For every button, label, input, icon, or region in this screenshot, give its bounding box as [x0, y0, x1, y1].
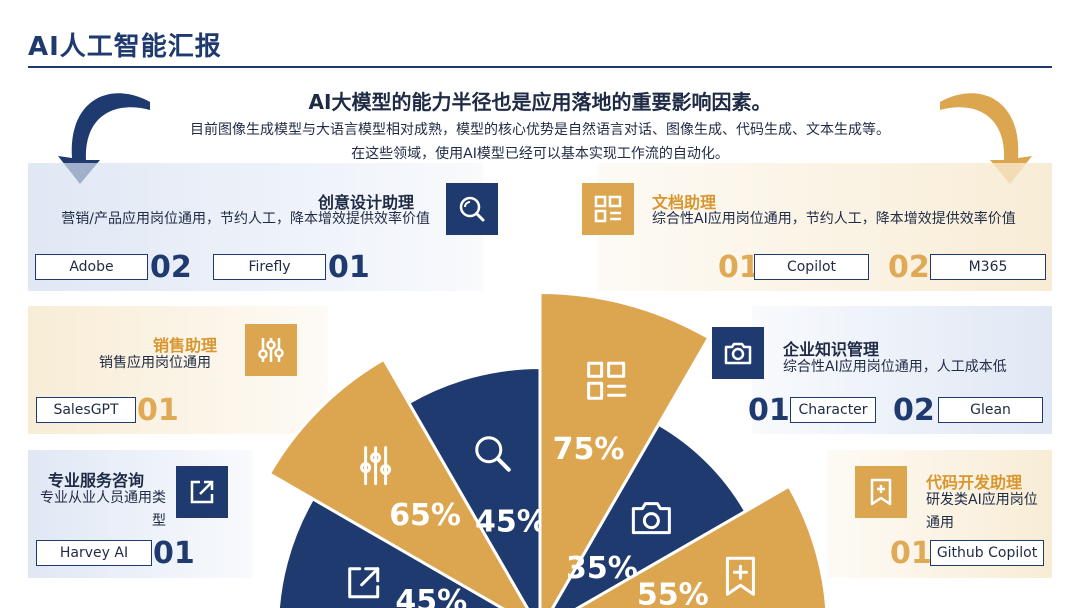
consulting-icon-box: [176, 466, 228, 518]
fan-slice-sales: [267, 357, 530, 608]
consulting-desc: 专业从业人员通用类型: [40, 490, 166, 529]
sliders-icon: [258, 338, 284, 362]
bookmark-plus-icon: [725, 556, 755, 596]
external-link-icon: [348, 567, 380, 599]
fan-slice-docs: [538, 290, 711, 608]
fan-label-code: 55%: [637, 577, 709, 608]
search-icon: [475, 436, 511, 472]
bookmark-plus-icon: [870, 478, 892, 506]
tag-glean: Glean: [938, 397, 1043, 423]
fan-slice-knowledge: [550, 422, 748, 608]
tag-copilot: Copilot: [754, 254, 869, 280]
description-line-1: 目前图像生成模型与大语言模型相对成熟，模型的核心优势是自然语言对话、图像生成、代…: [190, 122, 890, 138]
sales-title: 销售助理: [153, 336, 218, 355]
tag-github-copilot: Github Copilot: [930, 540, 1044, 566]
fan-label-sales: 65%: [389, 498, 461, 533]
knowledge-icon-box: [712, 327, 764, 379]
tag-m365-number: 02: [888, 250, 930, 285]
fan-slice-creative: [406, 365, 542, 608]
tag-harvey-number: 01: [153, 536, 195, 571]
sales-icon-box: [245, 324, 297, 376]
code-icon-box: [855, 466, 907, 518]
creative-desc: 营销/产品应用岗位通用，节约人工，降本增效提供效率价值: [61, 211, 430, 227]
page-title: AI人工智能汇报: [28, 32, 222, 62]
docs-desc: 综合性AI应用岗位通用，节约人工，降本增效提供效率价值: [652, 211, 1016, 227]
code-desc: 研发类AI应用岗位通用: [926, 492, 1038, 531]
tag-firefly: Firefly: [213, 254, 326, 280]
tag-glean-number: 02: [893, 393, 935, 428]
knowledge-title: 企业知识管理: [783, 340, 880, 359]
tag-copilot-number: 01: [718, 250, 760, 285]
code-title: 代码开发助理: [926, 473, 1023, 492]
title-divider: [28, 66, 1052, 68]
fan-label-creative: 45%: [475, 504, 547, 539]
creative-title: 创意设计助理: [318, 193, 415, 212]
creative-icon-box: [446, 183, 498, 235]
tag-character-number: 01: [748, 393, 790, 428]
grid-icon: [587, 361, 627, 400]
tag-salesgpt: SalesGPT: [36, 397, 136, 423]
tag-m365: M365: [930, 254, 1046, 280]
external-link-icon: [190, 480, 214, 504]
tag-adobe: Adobe: [35, 254, 148, 280]
tag-harvey: Harvey AI: [36, 540, 152, 566]
tag-adobe-number: 02: [150, 250, 192, 285]
camera-icon: [724, 342, 752, 365]
fan-slice-code: [575, 484, 829, 608]
consulting-title: 专业服务咨询: [48, 471, 145, 490]
right-curved-arrow-icon: [940, 93, 1032, 184]
fan-label-docs: 75%: [553, 432, 625, 467]
docs-title: 文档助理: [652, 193, 717, 212]
tag-github-copilot-number: 01: [890, 536, 932, 571]
tag-character: Character: [790, 397, 876, 423]
fan-slice-consulting: [276, 496, 505, 608]
grid-icon: [594, 195, 622, 223]
tag-firefly-number: 01: [328, 250, 370, 285]
docs-icon-box: [582, 183, 634, 235]
description-line-2: 在这些领域，使用AI模型已经可以基本实现工作流的自动化。: [351, 146, 729, 162]
sales-desc: 销售应用岗位通用: [99, 355, 211, 371]
sliders-icon: [360, 446, 392, 486]
search-icon: [459, 196, 485, 222]
fan-label-consulting: 45%: [395, 584, 467, 608]
knowledge-desc: 综合性AI应用岗位通用，人工成本低: [783, 359, 1007, 375]
camera-icon: [631, 502, 671, 535]
tag-salesgpt-number: 01: [137, 393, 179, 428]
headline: AI大模型的能力半径也是应用落地的重要影响因素。: [308, 90, 772, 114]
left-curved-arrow-icon: [58, 93, 150, 184]
